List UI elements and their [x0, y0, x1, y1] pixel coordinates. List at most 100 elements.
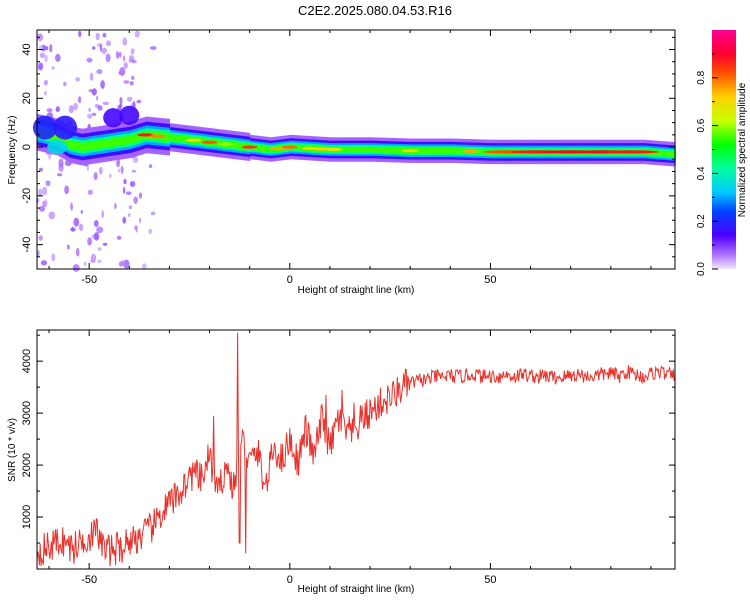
- spectrogram-speckle: [38, 235, 43, 241]
- spectrogram-ytick-label: 20: [21, 92, 33, 104]
- spectrogram-panel: -50 0 50 -40 -20 0 20 40 Height of straight lin…: [7, 29, 676, 296]
- spectrogram-xtick-label: 0: [287, 274, 293, 286]
- spectrogram-speckle: [148, 228, 153, 234]
- spectrogram-cell: [263, 146, 267, 152]
- spectrogram-speckle: [70, 202, 73, 211]
- spectrogram-speckle: [46, 108, 53, 113]
- spectrogram-speckle: [102, 101, 110, 106]
- spectrogram-cell: [67, 139, 70, 148]
- spectrogram-speckle: [100, 47, 108, 54]
- spectrogram-speckle: [68, 105, 74, 114]
- spectrogram-speckle: [89, 72, 94, 81]
- spectrogram-speckle: [123, 55, 126, 62]
- spectrogram-cell: [235, 142, 239, 149]
- spectrogram-cell: [428, 148, 431, 154]
- spectrogram-cell: [343, 146, 347, 153]
- spectrogram-speckle: [105, 53, 111, 63]
- spectrogram-speckle: [87, 113, 93, 119]
- spectrogram-cell: [257, 145, 261, 151]
- spectrogram-speckle: [131, 169, 136, 173]
- spectrogram-cell: [382, 147, 385, 153]
- spectrogram-cell: [347, 146, 351, 153]
- spectrogram-cell: [265, 146, 269, 152]
- spectrogram-cell: [95, 140, 98, 149]
- spectrogram-ytick-label: 0: [21, 144, 33, 150]
- spectrogram-speckle: [39, 205, 45, 212]
- spectrogram-speckle: [96, 95, 99, 101]
- spectrogram-cell: [372, 146, 375, 153]
- spectrogram-cell: [69, 140, 72, 149]
- spectrogram-cell: [446, 148, 449, 154]
- spectrogram-speckle: [129, 181, 136, 187]
- snr-xlabel: Height of straight line (km): [298, 584, 415, 595]
- spectrogram-cell: [63, 136, 66, 145]
- spectrogram-speckle: [44, 46, 49, 51]
- spectrogram-cell: [53, 132, 56, 141]
- spectrogram-cell: [127, 136, 130, 145]
- spectrogram-speckle: [41, 186, 48, 196]
- spectrogram-cell: [658, 150, 662, 156]
- spectrogram-cell: [360, 146, 363, 153]
- spectrogram-speckle: [37, 33, 43, 42]
- spectrogram-speckle: [119, 103, 123, 108]
- spectrogram-blob: [47, 139, 68, 155]
- snr-series-line: [37, 332, 675, 567]
- spectrogram-speckle: [116, 158, 121, 168]
- spectrogram-cell: [394, 147, 397, 153]
- spectrogram-speckle: [48, 152, 52, 160]
- spectrogram-speckle: [45, 180, 51, 187]
- spectrogram-speckle: [116, 235, 122, 240]
- spectrogram-cell: [111, 138, 114, 147]
- spectrogram-cell: [388, 147, 391, 153]
- spectrogram-blob: [119, 105, 140, 125]
- spectrogram-speckle: [114, 202, 117, 210]
- spectrogram-peak: [185, 138, 202, 142]
- spectrogram-blob: [53, 115, 78, 140]
- spectrogram-cell: [434, 148, 437, 154]
- spectrogram-speckle: [48, 211, 56, 220]
- spectrogram-speckle: [93, 232, 100, 241]
- spectrogram-cell: [87, 142, 90, 151]
- spectrogram-cell: [81, 143, 84, 152]
- spectrogram-cell: [65, 138, 68, 147]
- spectrogram-cell: [129, 135, 132, 144]
- spectrogram-cell: [392, 147, 395, 153]
- spectrogram-speckle: [149, 46, 157, 50]
- spectrogram-speckle: [125, 191, 132, 195]
- spectrogram-cell: [440, 148, 443, 154]
- spectrogram-cell: [185, 136, 189, 143]
- spectrogram-speckle: [96, 42, 103, 48]
- snr-xtick-label: -50: [81, 574, 97, 586]
- snr-ytick-label: 4000: [21, 349, 33, 373]
- spectrogram-speckle: [93, 172, 98, 181]
- spectrogram-speckle: [102, 32, 107, 38]
- spectrogram-cell: [384, 147, 387, 153]
- spectrogram-speckle: [80, 210, 84, 214]
- spectrogram-cell: [368, 146, 371, 153]
- spectrogram-speckle: [120, 165, 124, 174]
- spectrogram-speckle: [121, 259, 125, 266]
- snr-ytick-label: 1000: [21, 505, 33, 529]
- spectrogram-cell: [101, 139, 104, 149]
- snr-xtick-label: 0: [287, 574, 293, 586]
- spectrogram-cell: [349, 146, 353, 153]
- spectrogram-cell: [460, 148, 463, 154]
- spectrogram-speckle: [70, 227, 76, 232]
- spectrogram-cell: [103, 139, 106, 148]
- spectrogram-speckle: [88, 107, 91, 112]
- spectrogram-speckle: [97, 259, 102, 264]
- spectrogram-cell: [135, 133, 138, 142]
- spectrogram-speckle: [123, 178, 127, 185]
- spectrogram-cell: [173, 134, 177, 141]
- spectrogram-cell: [662, 150, 666, 157]
- spectrogram-xlabel: Height of straight line (km): [298, 285, 415, 296]
- spectrogram-cell: [233, 142, 237, 149]
- spectrogram-cell: [181, 135, 185, 142]
- spectrogram-xtick-label: 50: [484, 274, 496, 286]
- spectrogram-cell: [390, 147, 393, 153]
- spectrogram-ylabel: Frequency (Hz): [7, 116, 18, 185]
- spectrogram-cell: [117, 137, 120, 146]
- snr-ytick-label: 2000: [21, 453, 33, 477]
- colorbar: 0.0 0.2 0.4 0.6 0.8 Normalized spectral ampl…: [696, 30, 748, 276]
- spectrogram-cell: [255, 145, 259, 151]
